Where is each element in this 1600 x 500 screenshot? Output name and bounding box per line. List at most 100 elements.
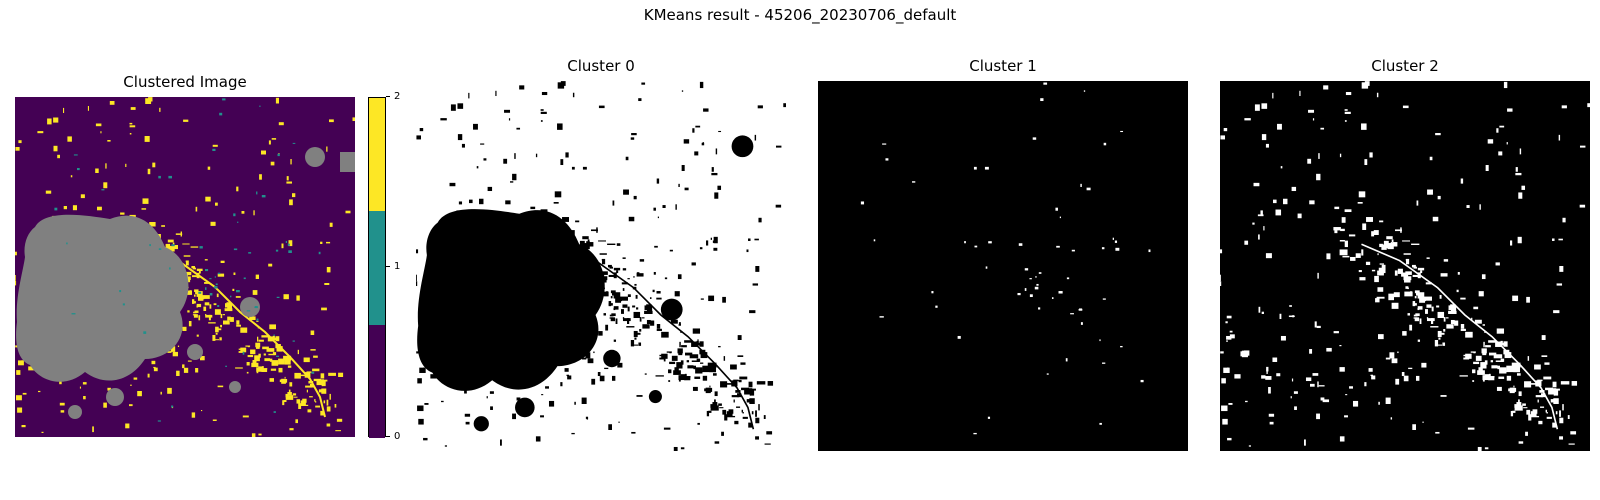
pixel-patch [1316, 173, 1321, 181]
pixel-patch [129, 133, 132, 135]
pixel-patch [215, 283, 218, 286]
pixel-patch [1326, 253, 1331, 260]
pixel-patch [1034, 286, 1039, 290]
pixel-patch [691, 262, 696, 266]
pixel-patch [1558, 134, 1561, 141]
pixel-patch [775, 145, 782, 148]
pixel-patch [1226, 335, 1232, 340]
pixel-patch [153, 366, 156, 369]
pixel-patch [100, 131, 102, 134]
pixel-patch [571, 432, 575, 435]
pixel-patch [1465, 331, 1473, 338]
pixel-patch [1261, 375, 1266, 379]
pixel-patch [1460, 328, 1466, 331]
pixel-patch [323, 400, 326, 404]
pixel-patch [272, 352, 277, 356]
pixel-patch [541, 91, 548, 96]
pixel-patch [621, 309, 624, 314]
pixel-patch [585, 416, 589, 419]
pixel-patch [1349, 386, 1353, 389]
pixel-patch [1326, 347, 1332, 352]
pixel-patch [268, 140, 271, 145]
pixel-patch [129, 214, 136, 218]
pixel-patch [1387, 243, 1394, 250]
pixel-patch [748, 381, 753, 388]
pixel-patch [1314, 321, 1317, 328]
pixel-patch [755, 266, 760, 272]
pixel-patch [699, 81, 704, 89]
pixel-patch [1344, 111, 1351, 114]
pixel-patch [1365, 261, 1371, 266]
pixel-patch [684, 340, 693, 343]
pixel-patch [1556, 283, 1563, 286]
pixel-patch [1440, 395, 1447, 397]
pixel-patch [1434, 340, 1439, 347]
pixel-patch [680, 447, 685, 450]
pixel-patch [714, 441, 720, 444]
pixel-patch [1513, 385, 1515, 388]
pixel-patch [674, 291, 680, 297]
pixel-patch [726, 411, 733, 417]
pixel-patch [736, 406, 741, 408]
pixel-patch [1378, 334, 1384, 340]
pixel-patch [16, 370, 21, 375]
pixel-patch [1036, 283, 1039, 286]
pixel-patch [207, 166, 211, 170]
pixel-patch [677, 274, 682, 280]
pixel-patch [1408, 367, 1413, 370]
pixel-patch [256, 191, 258, 195]
pixel-patch [457, 103, 464, 109]
pixel-patch [320, 410, 324, 416]
pixel-patch [668, 313, 672, 315]
pixel-patch [212, 339, 220, 341]
pixel-patch [119, 290, 122, 293]
pixel-patch [1381, 244, 1387, 250]
pixel-patch [709, 385, 711, 388]
nodata-patch [240, 297, 260, 317]
pixel-patch [18, 140, 22, 144]
pixel-patch [1432, 216, 1439, 222]
pixel-patch [1226, 315, 1232, 319]
pixel-patch [450, 104, 456, 111]
pixel-patch [1545, 409, 1548, 413]
pixel-patch [249, 316, 256, 320]
pixel-patch [276, 296, 280, 298]
pixel-patch [220, 324, 222, 328]
pixel-patch [1475, 355, 1482, 361]
pixel-patch [1389, 352, 1395, 359]
pixel-patch [758, 217, 762, 223]
pixel-patch [625, 156, 629, 161]
pixel-patch [1446, 317, 1449, 319]
pixel-patch [326, 241, 331, 244]
pixel-patch [1355, 253, 1361, 258]
pixel-patch [1390, 417, 1393, 420]
pixel-patch [748, 422, 753, 428]
pixel-patch [741, 387, 749, 391]
pixel-patch [283, 355, 292, 361]
pixel-patch [458, 201, 463, 205]
pixel-patch [1412, 301, 1416, 307]
pixel-patch [567, 375, 572, 380]
pixel-patch [706, 410, 710, 417]
pixel-patch [288, 389, 291, 394]
pixel-patch [1422, 421, 1424, 423]
pixel-patch [636, 272, 640, 274]
pixel-patch [587, 239, 590, 243]
pixel-patch [668, 369, 672, 374]
pixel-patch [683, 139, 690, 144]
pixel-patch [632, 286, 637, 290]
pixel-patch [273, 411, 276, 413]
pixel-patch [465, 421, 470, 425]
pixel-patch [1339, 153, 1342, 158]
pixel-patch [1228, 403, 1233, 405]
pixel-patch [1541, 355, 1548, 357]
pixel-patch [1456, 289, 1459, 293]
pixel-patch [1112, 237, 1114, 240]
pixel-patch [17, 407, 23, 413]
pixel-patch [1522, 403, 1526, 406]
pixel-patch [605, 324, 609, 331]
pixel-patch [269, 378, 274, 382]
pixel-patch [500, 439, 502, 446]
pixel-patch [722, 296, 726, 303]
pixel-patch [1567, 415, 1570, 420]
